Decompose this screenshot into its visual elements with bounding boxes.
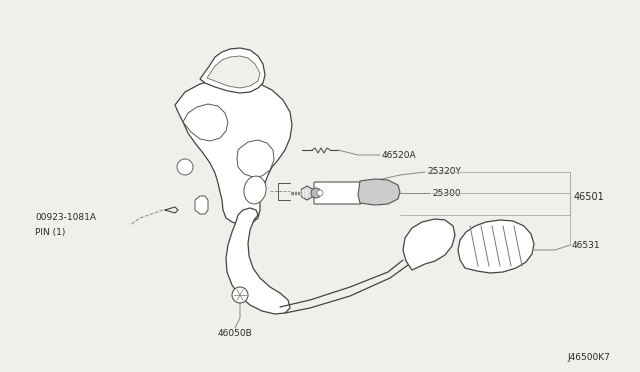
Polygon shape [237,140,274,177]
Polygon shape [175,79,292,225]
Text: 25320Y: 25320Y [427,167,461,176]
Text: 46501: 46501 [574,192,605,202]
Polygon shape [183,104,228,141]
Circle shape [232,287,248,303]
Polygon shape [195,196,208,214]
Text: J46500K7: J46500K7 [567,353,610,362]
Circle shape [311,188,321,198]
Polygon shape [200,48,265,93]
Ellipse shape [244,176,266,204]
Text: 00923-1081A: 00923-1081A [35,214,96,222]
Polygon shape [301,186,313,200]
Polygon shape [403,219,455,270]
Text: 46520A: 46520A [382,151,417,160]
Polygon shape [226,208,290,314]
FancyBboxPatch shape [314,182,361,204]
Polygon shape [458,220,534,273]
Circle shape [177,159,193,175]
Text: PIN (1): PIN (1) [35,228,65,237]
Text: 46050B: 46050B [218,328,253,337]
Circle shape [317,190,323,196]
Polygon shape [358,179,400,205]
Text: 46531: 46531 [572,241,600,250]
Polygon shape [207,56,260,88]
Text: 25300: 25300 [432,189,461,198]
